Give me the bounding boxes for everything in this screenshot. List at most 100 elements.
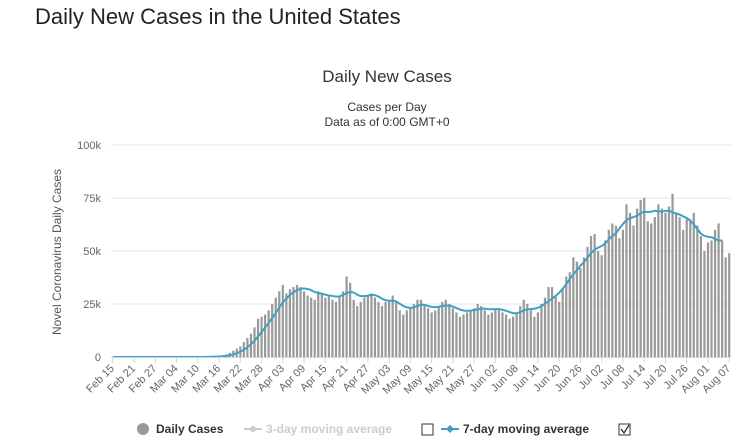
bar: [373, 297, 377, 357]
bar: [515, 312, 518, 357]
bar: [604, 240, 607, 357]
bar: [508, 318, 511, 357]
bar: [547, 287, 550, 357]
bar: [487, 314, 490, 357]
bar: [706, 242, 710, 357]
bar: [473, 308, 476, 357]
y-tick-label: 100k: [77, 140, 101, 152]
bar: [703, 251, 706, 357]
bar: [568, 272, 571, 357]
bar: [611, 223, 614, 357]
bar: [412, 304, 416, 357]
bar: [458, 316, 462, 357]
legend-label-3day: 3-day moving average: [266, 422, 392, 436]
bar: [444, 299, 447, 357]
bar: [572, 257, 575, 357]
line-series-7day: [112, 209, 723, 358]
bar: [550, 287, 554, 357]
bar: [713, 229, 717, 357]
bar: [667, 206, 671, 357]
bar: [299, 287, 302, 357]
bar: [600, 255, 603, 357]
bar: [480, 306, 483, 357]
bar: [533, 316, 536, 357]
bar: [660, 208, 664, 357]
bar: [621, 229, 625, 357]
bar: [320, 293, 323, 357]
bar: [338, 295, 341, 357]
bar: [639, 200, 642, 357]
bar: [696, 225, 699, 357]
bar: [302, 291, 306, 357]
bar: [529, 310, 532, 357]
legend-checkbox-7day[interactable]: [618, 423, 631, 436]
bar: [402, 314, 405, 357]
bar: [416, 299, 419, 357]
bar: [349, 282, 352, 357]
bar: [324, 297, 327, 357]
bar: [490, 312, 493, 357]
bar: [625, 204, 628, 357]
legend: Daily Cases 3-day moving average 7-day m…: [137, 422, 631, 436]
bar: [636, 208, 639, 357]
bar: [352, 299, 355, 357]
bar: [306, 295, 309, 357]
bar: [646, 221, 649, 357]
bar: [597, 251, 600, 357]
bar: [504, 314, 508, 357]
bar: [292, 287, 295, 357]
bar: [455, 312, 458, 357]
bar: [331, 299, 334, 357]
bar: [264, 314, 267, 357]
legend-item-daily-cases[interactable]: Daily Cases: [137, 422, 224, 436]
bar: [370, 293, 373, 357]
bar: [586, 246, 589, 357]
bar: [285, 293, 288, 357]
y-tick-label: 50k: [83, 246, 101, 258]
chart-subtitle-line2: Data as of 0:00 GMT+0: [324, 115, 449, 129]
bar: [377, 301, 380, 357]
bar: [334, 301, 338, 357]
bar: [526, 304, 529, 357]
bar: [540, 304, 543, 357]
legend-item-7day-average[interactable]: 7-day moving average: [441, 422, 589, 436]
y-tick-label: 25k: [83, 299, 101, 311]
bar: [380, 306, 384, 357]
bar: [657, 204, 660, 357]
bar: [717, 223, 720, 357]
bar: [575, 261, 578, 357]
bar: [317, 291, 320, 357]
bar: [483, 310, 486, 357]
bar: [388, 299, 391, 357]
bar: [494, 308, 497, 357]
y-axis-label: Novel Coronavirus Daily Cases: [50, 169, 64, 335]
bar: [689, 219, 692, 357]
bar: [260, 316, 263, 357]
bar: [426, 308, 430, 357]
bar: [558, 301, 561, 357]
bar: [699, 236, 702, 357]
bar: [434, 310, 437, 357]
bar: [356, 306, 359, 357]
legend-marker-3day: [250, 426, 256, 432]
bar: [288, 289, 292, 357]
bar: [682, 229, 685, 357]
bar: [430, 312, 433, 357]
bar: [448, 304, 451, 357]
checkmark-icon: [620, 424, 630, 435]
bar: [512, 316, 515, 357]
bar: [685, 219, 688, 357]
bar: [441, 301, 444, 357]
bar: [398, 310, 401, 357]
bar: [409, 308, 412, 357]
legend-item-3day-average[interactable]: 3-day moving average: [244, 422, 392, 436]
bar: [271, 304, 274, 357]
bar: [628, 212, 632, 357]
bar: [253, 327, 256, 357]
bar: [278, 291, 281, 357]
bar: [437, 306, 440, 357]
bar: [565, 276, 568, 357]
legend-checkbox-3day[interactable]: [421, 423, 434, 436]
